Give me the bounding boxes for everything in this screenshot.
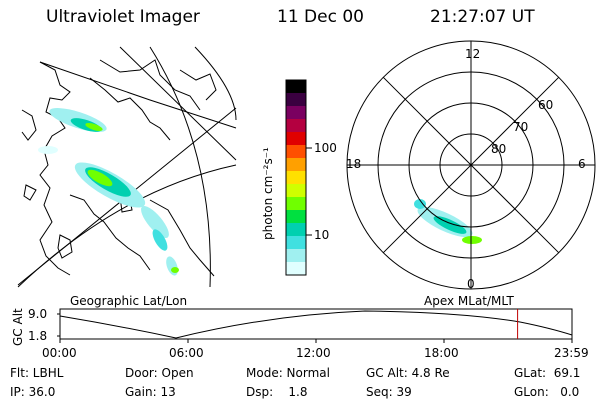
polar-grid bbox=[346, 40, 596, 290]
header-time: 21:27:07 UT bbox=[430, 7, 535, 27]
mode-info: Mode: Normal bbox=[246, 366, 330, 380]
colorbar-band bbox=[286, 158, 306, 172]
x-ticks bbox=[59, 339, 573, 343]
polar-auroral-emission bbox=[414, 199, 482, 244]
colorbar-band bbox=[286, 262, 306, 276]
mlt-label-12: 12 bbox=[465, 47, 481, 61]
polar-panel-label: Apex MLat/MLT bbox=[424, 294, 514, 308]
mlt-label-0: 0 bbox=[467, 277, 475, 291]
auroral-emission bbox=[38, 108, 179, 276]
colorbar-band bbox=[286, 106, 306, 120]
x-tick-label-0600: 06:00 bbox=[169, 346, 204, 360]
mlat-label-80: 80 bbox=[491, 142, 507, 156]
geo-panel-label: Geographic Lat/Lon bbox=[70, 294, 188, 308]
colorbar-band bbox=[286, 132, 306, 146]
colorbar-band bbox=[286, 80, 306, 94]
ip-info: IP: 36.0 bbox=[10, 385, 56, 399]
gc-alt-info: GC Alt: 4.8 Re bbox=[366, 366, 450, 380]
colorbar-band bbox=[286, 236, 306, 250]
gain-info: Gain: 13 bbox=[125, 385, 176, 399]
colorbar bbox=[286, 80, 306, 276]
mlt-label-6: 6 bbox=[578, 157, 586, 171]
mlat-label-60: 60 bbox=[538, 98, 554, 112]
colorbar-band bbox=[286, 223, 306, 237]
app-title: Ultraviolet Imager bbox=[46, 7, 200, 27]
x-tick-label-1200: 12:00 bbox=[296, 346, 331, 360]
coastline-lines bbox=[21, 59, 217, 277]
colorbar-band bbox=[286, 184, 306, 198]
colorbar-band bbox=[286, 171, 306, 185]
altitude-curve bbox=[59, 310, 573, 339]
colorbar-band bbox=[286, 249, 306, 263]
colorbar-band bbox=[286, 197, 306, 211]
colorbar-tick-label-10: 10 bbox=[314, 228, 330, 242]
altitude-plot-frame bbox=[59, 308, 573, 340]
colorbar-band bbox=[286, 145, 306, 159]
header-date: 11 Dec 00 bbox=[277, 7, 364, 27]
geo-map bbox=[17, 46, 237, 288]
y-tick-label-9: 9.0 bbox=[28, 307, 48, 321]
colorbar-band bbox=[286, 210, 306, 224]
altitude-ylabel: GC Alt bbox=[11, 308, 25, 346]
seq-info: Seq: 39 bbox=[366, 385, 412, 399]
x-tick-label-1800: 18:00 bbox=[424, 346, 459, 360]
x-tick-label-0000: 00:00 bbox=[42, 346, 77, 360]
mlat-label-70: 70 bbox=[513, 120, 529, 134]
colorbar-band bbox=[286, 119, 306, 133]
door-info: Door: Open bbox=[125, 366, 194, 380]
glat-info: GLat: 69.1 bbox=[514, 366, 581, 380]
colorbar-tick-label-100: 100 bbox=[314, 141, 337, 155]
colorbar-band bbox=[286, 93, 306, 107]
mlt-label-18: 18 bbox=[346, 157, 362, 171]
dsp-info: Dsp: 1.8 bbox=[246, 385, 308, 399]
y-tick-label-1-8: 1.8 bbox=[28, 329, 48, 343]
x-tick-label-2359: 23:59 bbox=[554, 346, 589, 360]
filter-info: Flt: LBHL bbox=[10, 366, 64, 380]
colorbar-frame bbox=[285, 79, 307, 276]
glon-info: GLon: 0.0 bbox=[514, 385, 580, 399]
